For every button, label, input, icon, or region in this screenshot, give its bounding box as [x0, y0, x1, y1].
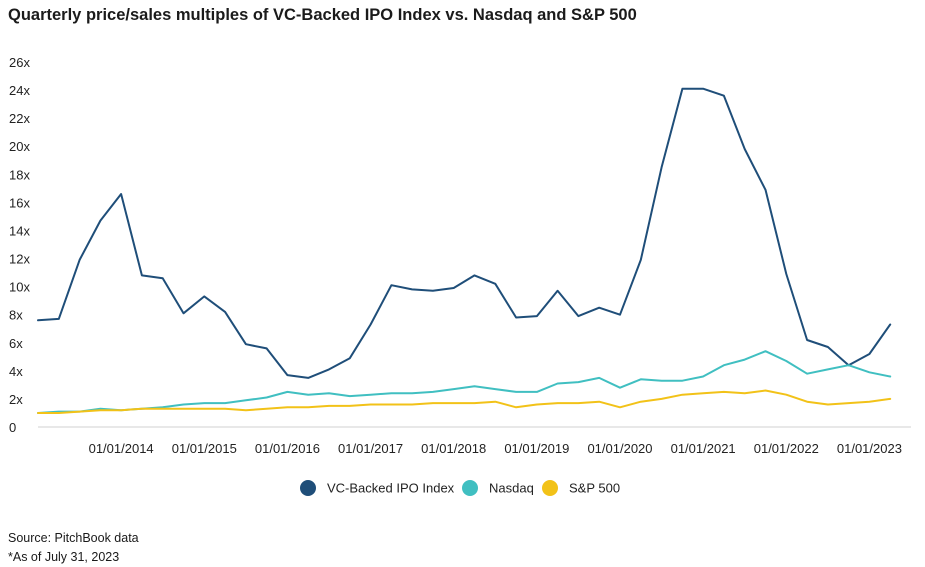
series-line-3	[37, 389, 892, 414]
y-tick-label: 20x	[9, 139, 30, 154]
legend-label: Nasdaq	[489, 481, 534, 496]
series-line-1	[37, 87, 892, 379]
x-tick-label: 01/01/2015	[172, 441, 237, 456]
x-tick-label: 01/01/2021	[671, 441, 736, 456]
y-tick-label: 18x	[9, 167, 30, 182]
y-tick-label: 24x	[9, 83, 30, 98]
source-note: Source: PitchBook data	[8, 531, 139, 545]
legend-marker	[462, 480, 478, 496]
y-tick-label: 4x	[9, 364, 23, 379]
x-tick-label: 01/01/2016	[255, 441, 320, 456]
y-tick-label: 8x	[9, 308, 23, 323]
y-tick-label: 22x	[9, 111, 30, 126]
x-tick-label: 01/01/2014	[89, 441, 154, 456]
x-tick-label: 01/01/2023	[837, 441, 902, 456]
y-tick-label: 12x	[9, 252, 30, 267]
y-tick-label: 10x	[9, 280, 30, 295]
x-tick-label: 01/01/2019	[504, 441, 569, 456]
series-line-2	[37, 350, 892, 414]
y-tick-label: 2x	[9, 392, 23, 407]
chart-title: Quarterly price/sales multiples of VC-Ba…	[8, 6, 637, 24]
legend-label: VC-Backed IPO Index	[327, 481, 455, 496]
y-tick-label: 26x	[9, 55, 30, 70]
legend-marker	[542, 480, 558, 496]
y-tick-label: 16x	[9, 195, 30, 210]
legend-marker	[300, 480, 316, 496]
x-axis: 01/01/2014 01/01/2015 01/01/2016 01/01/2017…	[38, 426, 911, 456]
x-tick-label: 01/01/2020	[587, 441, 652, 456]
legend-label: S&P 500	[569, 481, 620, 496]
x-tick-label: 01/01/2018	[421, 441, 486, 456]
legend: VC-Backed IPO Index Nasdaq S&P 500	[300, 480, 620, 496]
y-tick-label: 6x	[9, 336, 23, 351]
y-tick-label: 0	[9, 420, 16, 435]
y-tick-label: 14x	[9, 223, 30, 238]
x-tick-label: 01/01/2022	[754, 441, 819, 456]
x-tick-label: 01/01/2017	[338, 441, 403, 456]
y-axis: 0 2x 4x 6x 8x 10x 12x 14x 16x 18x 20x 22x 24x 26x	[9, 55, 30, 435]
as-of-note: *As of July 31, 2023	[8, 550, 120, 564]
series-lines	[37, 87, 892, 414]
